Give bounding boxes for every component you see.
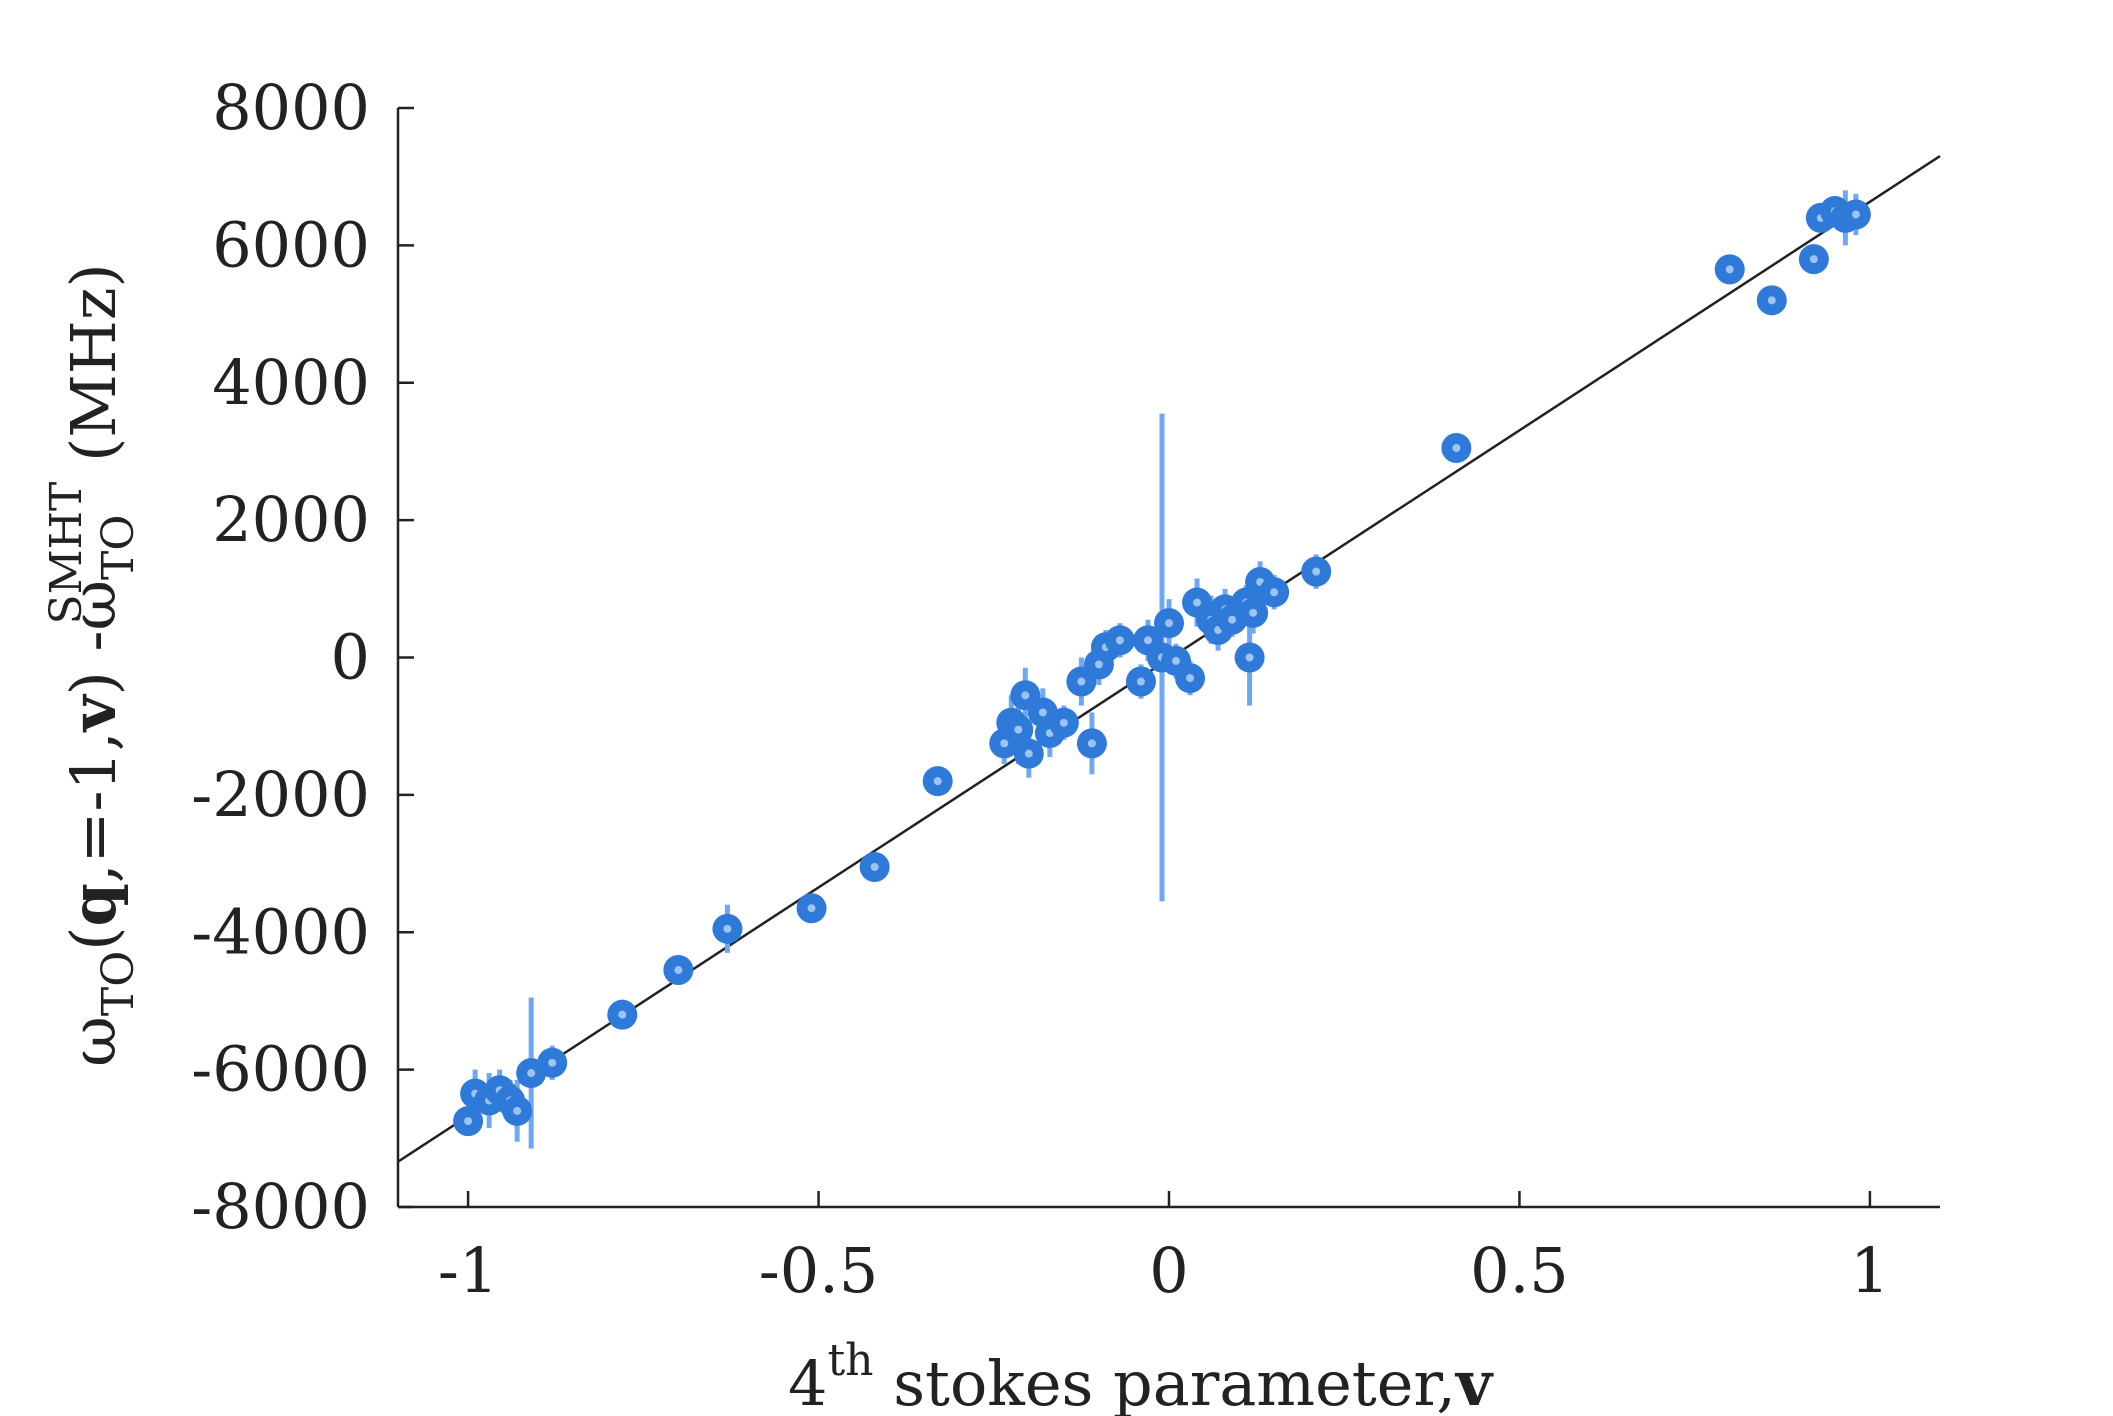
data-point-center (1143, 636, 1152, 645)
data-point-center (1038, 708, 1047, 717)
data-point-center (1094, 660, 1103, 669)
data-point-center (1172, 656, 1181, 665)
y-tick-label: -8000 (191, 1170, 370, 1243)
data-point-center (1021, 691, 1030, 700)
y-tick-label: -2000 (191, 758, 370, 831)
data-point-center (1851, 210, 1860, 219)
data-point-center (1136, 677, 1145, 686)
data-point-center (1059, 718, 1068, 727)
x-tick-label: 1 (1850, 1234, 1889, 1307)
data-point-center (1165, 619, 1173, 628)
data-point-center (1249, 608, 1258, 617)
data-point-center (1809, 255, 1818, 264)
y-axis-title: ωTO(q,=-1,v) -ωTOSMHT (MHz) (41, 263, 144, 1066)
data-point-center (1000, 739, 1009, 748)
y-tick-label: 4000 (212, 346, 370, 419)
y-tick-label: -4000 (191, 895, 370, 968)
points-layer (453, 196, 1871, 1137)
data-point-center (464, 1117, 473, 1126)
data-point-center (1270, 588, 1279, 597)
axes: 8000 6000 4000 2000 0 -2000 -4000 -6000 -8000 -1 -… (191, 71, 1940, 1307)
data-point-center (1228, 615, 1237, 624)
data-point-center (1767, 296, 1776, 305)
data-point-center (933, 777, 942, 786)
data-point-center (870, 862, 879, 871)
data-point-center (618, 1010, 627, 1019)
data-point-center (674, 966, 683, 975)
x-axis-title: 4th stokes parameter,v (788, 1335, 1494, 1416)
data-point-center (1024, 749, 1033, 758)
x-tick-label: 0 (1149, 1234, 1188, 1307)
data-point-center (527, 1069, 536, 1078)
data-point-center (1245, 653, 1254, 662)
data-point-center (1193, 598, 1202, 607)
data-point-center (1725, 265, 1734, 274)
y-tick-label: 0 (331, 621, 370, 694)
x-tick-label: 0.5 (1470, 1234, 1569, 1307)
data-point-center (1186, 674, 1195, 683)
data-point-center (513, 1106, 522, 1115)
data-point-center (1452, 444, 1461, 453)
data-point-center (1115, 636, 1124, 645)
x-tick-label: -1 (438, 1234, 498, 1307)
data-point-center (1077, 677, 1086, 686)
data-point-center (1312, 567, 1321, 576)
data-point-center (807, 904, 816, 913)
data-point-center (1014, 725, 1023, 734)
y-tick-label: -6000 (191, 1033, 370, 1106)
data-point-center (548, 1058, 557, 1067)
y-tick-label: 8000 (212, 71, 370, 144)
x-tick-label: -0.5 (759, 1234, 879, 1307)
data-point-center (1087, 739, 1096, 748)
data-point-center (723, 924, 732, 933)
y-tick-label: 6000 (212, 208, 370, 281)
y-tick-label: 2000 (212, 483, 370, 556)
